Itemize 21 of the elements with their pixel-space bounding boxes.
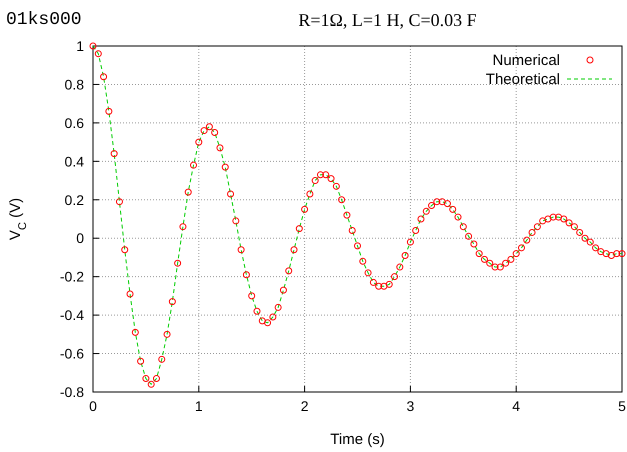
x-tick-label: 4	[512, 398, 520, 414]
y-tick-label: 0.2	[64, 192, 84, 208]
x-tick-label: 5	[618, 398, 626, 414]
y-tick-label: -0.6	[60, 346, 84, 362]
x-tick-label: 1	[194, 398, 203, 414]
x-tick-label: 2	[300, 398, 309, 414]
y-tick-label: 1	[76, 38, 84, 54]
chart-title: R=1Ω, L=1 H, C=0.03 F	[298, 10, 477, 30]
y-tick-label: 0.6	[64, 114, 84, 131]
text: 01ks000	[6, 10, 82, 30]
x-tick-label: 0	[89, 398, 98, 414]
y-tick-label: 0	[76, 230, 84, 246]
x-tick-label: 3	[406, 398, 414, 414]
y-tick-label: -0.2	[60, 268, 84, 285]
x-axis-title: Time (s)	[330, 431, 385, 448]
y-tick-label: 0.4	[64, 153, 84, 170]
y-tick-label: -0.4	[60, 307, 84, 324]
y-tick-label: 0.8	[64, 76, 84, 92]
legend-label: Theoretical	[486, 71, 560, 88]
legend-label: Numerical	[492, 52, 560, 69]
y-tick-label: -0.8	[60, 384, 84, 400]
